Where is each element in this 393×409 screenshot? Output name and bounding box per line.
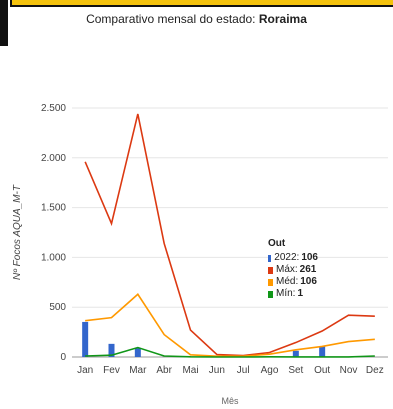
- tooltip-label: Máx:: [276, 264, 298, 275]
- tooltip-row: 2022: 106: [268, 252, 318, 264]
- y-tick-label: 0: [60, 352, 66, 363]
- tooltip-value: 261: [299, 264, 317, 275]
- bar: [82, 321, 89, 357]
- y-ticks: 0 500 1.000 1.500 2.000 2.500: [41, 103, 66, 363]
- tooltip-row: Máx: 261: [268, 264, 318, 276]
- x-tick-label: Ago: [261, 365, 279, 376]
- y-tick-label: 1.000: [41, 252, 66, 263]
- y-tick-label: 500: [49, 302, 66, 313]
- tooltip-value: 106: [301, 252, 318, 263]
- legend-swatch: [268, 278, 273, 286]
- y-tick-label: 2.000: [41, 153, 66, 164]
- legend-swatch: [268, 290, 273, 298]
- x-tick-label: Nov: [340, 365, 358, 376]
- legend-swatch: [268, 254, 272, 262]
- bar: [292, 350, 299, 357]
- x-tick-label: Fev: [103, 365, 120, 376]
- y-tick-label: 2.500: [41, 103, 66, 114]
- tooltip-title: Out: [268, 238, 286, 249]
- x-tick-label: Out: [314, 365, 330, 376]
- tooltip-value: 106: [300, 276, 317, 287]
- tooltip-rows: 2022: 106 Máx: 261 Méd: 106 Mín: 1: [268, 252, 318, 300]
- x-tick-label: Set: [288, 365, 303, 376]
- x-tick-label: Mai: [182, 365, 198, 376]
- bar: [134, 348, 141, 357]
- tooltip-row: Méd: 106: [268, 276, 318, 288]
- x-axis-title: Mês: [221, 396, 239, 406]
- x-tick-label: Abr: [156, 365, 172, 376]
- series-line-máx: [84, 113, 375, 357]
- bars-layer: [82, 321, 326, 357]
- left-edge-mark: [0, 0, 8, 46]
- bar: [108, 343, 115, 357]
- series-line-mín: [85, 346, 375, 358]
- subtitle-state: Roraima: [258, 12, 307, 26]
- y-axis-title: Nº Focos AQUA_M-T: [12, 184, 23, 280]
- subtitle-prefix: Comparativo mensal do estado:: [86, 12, 256, 26]
- tooltip: Out 2022: 106 Máx: 261 Méd: 106 Mín: 1: [268, 238, 318, 300]
- tooltip-label: Méd:: [276, 276, 299, 287]
- x-tick-label: Dez: [366, 365, 384, 376]
- top-banner: [10, 0, 393, 7]
- tooltip-label: Mín:: [276, 288, 296, 299]
- y-tick-label: 1.500: [41, 203, 66, 214]
- tooltip-row: Mín: 1: [268, 288, 318, 300]
- x-ticks: Jan Fev Mar Abr Mai Jun Jul Ago Set Out Nov Dez: [77, 365, 384, 376]
- tooltip-label: 2022:: [274, 252, 300, 263]
- x-tick-label: Jul: [237, 365, 250, 376]
- bar: [319, 346, 326, 357]
- x-tick-label: Jun: [209, 365, 225, 376]
- tooltip-value: 1: [297, 288, 304, 299]
- x-tick-label: Mar: [129, 365, 147, 376]
- x-tick-label: Jan: [77, 365, 93, 376]
- chart-subtitle: Comparativo mensal do estado: Roraima: [0, 12, 393, 26]
- legend-swatch: [268, 266, 273, 274]
- lines-layer: [84, 113, 375, 358]
